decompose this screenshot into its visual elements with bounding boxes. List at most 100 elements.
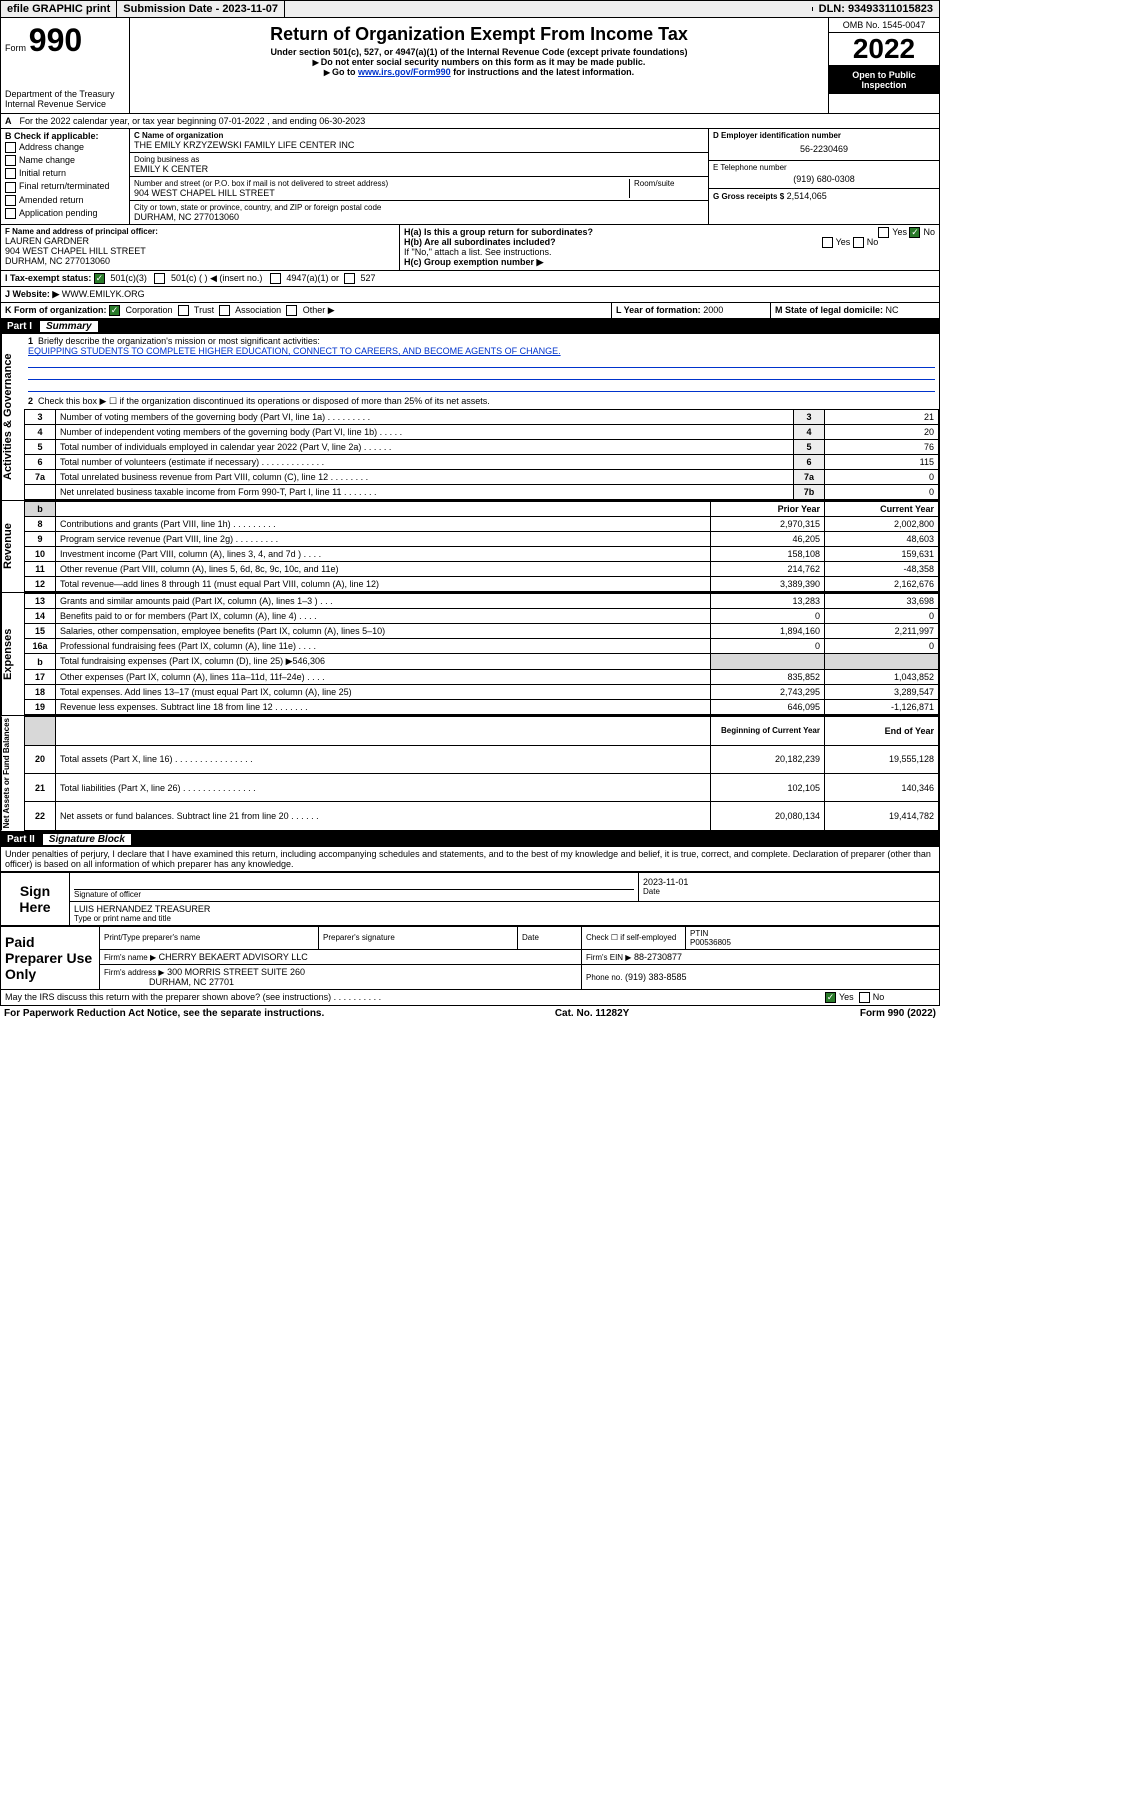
footer: For Paperwork Reduction Act Notice, see … — [0, 1006, 940, 1021]
line-22-n: 22 — [25, 802, 56, 830]
line-9-prior: 46,205 — [711, 532, 825, 547]
box-c-label: C Name of organization — [134, 131, 704, 140]
line-7b-desc: Net unrelated business taxable income fr… — [56, 485, 794, 500]
side-netassets: Net Assets or Fund Balances — [1, 716, 24, 830]
line-11-current: -48,358 — [825, 562, 939, 577]
state-domicile: NC — [886, 305, 899, 315]
line-10-desc: Investment income (Part VIII, column (A)… — [56, 547, 711, 562]
cb-name-change[interactable]: Name change — [19, 155, 75, 165]
box-c: C Name of organization THE EMILY KRZYZEW… — [130, 129, 708, 224]
ha-label: H(a) Is this a group return for subordin… — [404, 227, 593, 237]
cb-corp[interactable]: ✓ — [109, 305, 120, 316]
line-19-prior: 646,095 — [711, 700, 825, 715]
line-7a-desc: Total unrelated business revenue from Pa… — [56, 470, 794, 485]
line-16a-n: 16a — [25, 639, 56, 654]
fh-block: F Name and address of principal officer:… — [0, 225, 940, 271]
website-value: WWW.EMILYK.ORG — [62, 289, 145, 299]
open-inspection: Open to Public Inspection — [829, 66, 939, 94]
cb-final-return[interactable]: Final return/terminated — [19, 181, 110, 191]
line-8-current: 2,002,800 — [825, 517, 939, 532]
line-9-current: 48,603 — [825, 532, 939, 547]
line-15-current: 2,211,997 — [825, 624, 939, 639]
line-15-desc: Salaries, other compensation, employee b… — [56, 624, 711, 639]
room-label: Room/suite — [629, 179, 704, 198]
prep-sig-label: Preparer's signature — [319, 926, 518, 949]
line-12-desc: Total revenue—add lines 8 through 11 (mu… — [56, 577, 711, 592]
line-14-prior: 0 — [711, 609, 825, 624]
part2-label: Part II — [7, 834, 35, 845]
cb-initial-return[interactable]: Initial return — [19, 168, 66, 178]
line-8-desc: Contributions and grants (Part VIII, lin… — [56, 517, 711, 532]
sign-here-label: Sign Here — [1, 872, 70, 925]
line-13-current: 33,698 — [825, 594, 939, 609]
line-7a-box: 7a — [794, 470, 825, 485]
form-word: Form — [5, 43, 26, 53]
line-19-current: -1,126,871 — [825, 700, 939, 715]
self-emp-label: Check ☐ if self-employed — [582, 926, 686, 949]
governance-table: 3 Number of voting members of the govern… — [24, 409, 939, 500]
line-3-n: 3 — [25, 410, 56, 425]
line-22-desc: Net assets or fund balances. Subtract li… — [56, 802, 711, 830]
line-10-prior: 158,108 — [711, 547, 825, 562]
line-6-n: 6 — [25, 455, 56, 470]
line-7b-val: 0 — [825, 485, 939, 500]
expenses-table: 13 Grants and similar amounts paid (Part… — [24, 593, 939, 715]
line-17-n: 17 — [25, 670, 56, 685]
cb-501c3[interactable]: ✓ — [94, 273, 105, 284]
col-beginning: Beginning of Current Year — [711, 717, 825, 745]
form-header: Form 990 Department of the Treasury Inte… — [0, 18, 940, 114]
sig-date-label: Date — [643, 887, 935, 896]
box-f-label: F Name and address of principal officer: — [5, 227, 395, 236]
efile-label: efile GRAPHIC print — [1, 1, 117, 17]
cb-amended[interactable]: Amended return — [19, 195, 84, 205]
form-id-box: Form 990 Department of the Treasury Inte… — [1, 18, 130, 113]
box-g-label: G Gross receipts $ — [713, 192, 784, 201]
line-17-desc: Other expenses (Part IX, column (A), lin… — [56, 670, 711, 685]
line-6-val: 115 — [825, 455, 939, 470]
top-bar: efile GRAPHIC print Submission Date - 20… — [0, 0, 940, 18]
line-7b-box: 7b — [794, 485, 825, 500]
line-4-desc: Number of independent voting members of … — [56, 425, 794, 440]
line-17-prior: 835,852 — [711, 670, 825, 685]
part1-header: Part I Summary — [0, 319, 940, 334]
line-12-n: 12 — [25, 577, 56, 592]
col-current: Current Year — [825, 502, 939, 517]
line-16a-desc: Professional fundraising fees (Part IX, … — [56, 639, 711, 654]
line-21-current: 140,346 — [825, 773, 939, 801]
dept-label: Department of the Treasury — [5, 89, 125, 99]
box-b-label: B Check if applicable: — [5, 131, 125, 141]
q2-label: Check this box ▶ ☐ if the organization d… — [38, 396, 490, 406]
line-14-desc: Benefits paid to or for members (Part IX… — [56, 609, 711, 624]
line-a-text: For the 2022 calendar year, or tax year … — [16, 114, 370, 128]
cb-app-pending[interactable]: Application pending — [19, 208, 98, 218]
line-b-n: b — [25, 654, 56, 670]
irs-link[interactable]: www.irs.gov/Form990 — [358, 67, 451, 77]
part1-title: Summary — [40, 321, 98, 332]
side-revenue: Revenue — [1, 501, 24, 592]
cb-discuss-yes[interactable]: ✓ — [825, 992, 836, 1003]
side-expenses: Expenses — [1, 593, 24, 715]
line-11-prior: 214,762 — [711, 562, 825, 577]
row-j: J Website: ▶ WWW.EMILYK.ORG — [0, 287, 940, 303]
net-block: Net Assets or Fund Balances Beginning of… — [0, 716, 940, 831]
mission-text[interactable]: EQUIPPING STUDENTS TO COMPLETE HIGHER ED… — [28, 346, 561, 356]
irs-label: Internal Revenue Service — [5, 99, 125, 109]
cb-discuss-no[interactable] — [859, 992, 870, 1003]
firm-phone-label: Phone no. — [586, 973, 622, 982]
header-center: Return of Organization Exempt From Incom… — [130, 18, 828, 113]
line-3-val: 21 — [825, 410, 939, 425]
revenue-table: b Prior Year Current Year 8 Contribution… — [24, 501, 939, 592]
phone-value: (919) 680-0308 — [713, 172, 935, 186]
part2-title: Signature Block — [43, 834, 131, 845]
line-5-box: 5 — [794, 440, 825, 455]
firm-ein-label: Firm's EIN ▶ — [586, 953, 631, 962]
subtitle-2: Do not enter social security numbers on … — [321, 57, 646, 67]
line-10-current: 159,631 — [825, 547, 939, 562]
subtitle-1: Under section 501(c), 527, or 4947(a)(1)… — [134, 47, 824, 57]
cb-address-change[interactable]: Address change — [19, 142, 84, 152]
form-title: Return of Organization Exempt From Incom… — [134, 24, 824, 45]
sub3-pre: Go to — [332, 67, 358, 77]
line-20-desc: Total assets (Part X, line 16) . . . . .… — [56, 745, 711, 773]
line-19-n: 19 — [25, 700, 56, 715]
submission-date: Submission Date - 2023-11-07 — [117, 1, 285, 17]
